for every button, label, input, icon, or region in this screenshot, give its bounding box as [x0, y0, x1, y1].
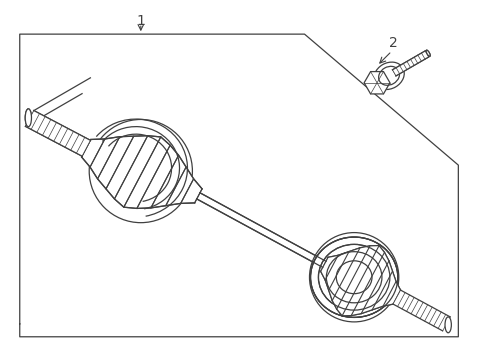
- Ellipse shape: [310, 233, 399, 322]
- Ellipse shape: [374, 62, 404, 90]
- Polygon shape: [320, 246, 400, 316]
- Ellipse shape: [445, 317, 451, 333]
- Polygon shape: [320, 246, 400, 316]
- Polygon shape: [392, 51, 429, 76]
- Ellipse shape: [89, 120, 193, 223]
- Polygon shape: [393, 290, 450, 331]
- Polygon shape: [82, 136, 202, 208]
- Ellipse shape: [311, 237, 398, 318]
- Polygon shape: [392, 51, 429, 76]
- Polygon shape: [364, 72, 390, 94]
- Ellipse shape: [25, 109, 31, 127]
- Polygon shape: [25, 111, 90, 156]
- Ellipse shape: [25, 109, 31, 127]
- Ellipse shape: [426, 50, 430, 56]
- Ellipse shape: [426, 50, 430, 56]
- Text: 2: 2: [390, 36, 398, 50]
- Text: 1: 1: [136, 14, 145, 28]
